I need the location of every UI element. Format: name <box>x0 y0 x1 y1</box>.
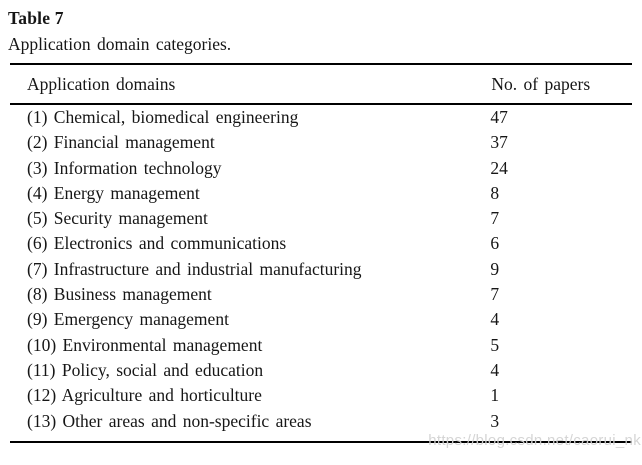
cell-application-domain: (10) Environmental management <box>27 334 263 355</box>
table-header-row: Application domains No. of papers <box>10 63 632 105</box>
cell-application-domain: (7) Infrastructure and industrial manufa… <box>27 258 362 279</box>
cell-paper-count: 7 <box>490 208 500 229</box>
application-domains-table: Application domains No. of papers (1) Ch… <box>10 63 632 443</box>
table-row: (2) Financial management 37 <box>10 130 632 155</box>
column-header-no-of-papers: No. of papers <box>490 63 632 105</box>
cell-paper-count: 8 <box>490 182 500 203</box>
cell-paper-count: 5 <box>490 334 500 355</box>
cell-paper-count: 9 <box>490 258 500 279</box>
cell-paper-count: 6 <box>490 233 500 254</box>
table-row: (6) Electronics and communications 6 <box>10 231 632 256</box>
cell-application-domain: (9) Emergency management <box>27 309 229 330</box>
cell-paper-count: 7 <box>490 284 500 305</box>
cell-paper-count: 3 <box>490 410 500 431</box>
table-row: (8) Business management 7 <box>10 282 632 307</box>
cell-application-domain: (1) Chemical, biomedical engineering <box>27 107 299 127</box>
table-row: (11) Policy, social and education 4 <box>10 358 632 383</box>
cell-application-domain: (2) Financial management <box>27 132 215 153</box>
table-row: (4) Energy management 8 <box>10 181 632 206</box>
table-row: (3) Information technology 24 <box>10 156 632 181</box>
table-row: (7) Infrastructure and industrial manufa… <box>10 257 632 282</box>
table-label: Table 7 <box>8 8 64 28</box>
cell-application-domain: (5) Security management <box>27 208 208 229</box>
cell-application-domain: (4) Energy management <box>27 182 200 203</box>
table-caption-block: Table 7 Application domain categories. <box>8 5 231 57</box>
cell-paper-count: 4 <box>490 359 500 380</box>
table-row: (5) Security management 7 <box>10 206 632 231</box>
column-header-application-domains: Application domains <box>10 63 491 105</box>
table-row: (9) Emergency management 4 <box>10 307 632 332</box>
table-caption: Application domain categories. <box>8 34 232 54</box>
table-row: (10) Environmental management 5 <box>10 333 632 358</box>
cell-application-domain: (11) Policy, social and education <box>27 359 264 380</box>
table-row: (13) Other areas and non-specific areas … <box>10 409 632 442</box>
table-body: (1) Chemical, biomedical engineering 47 … <box>10 104 632 442</box>
cell-paper-count: 37 <box>490 132 508 153</box>
cell-application-domain: (6) Electronics and communications <box>27 233 287 254</box>
cell-paper-count: 47 <box>490 107 508 127</box>
cell-paper-count: 24 <box>490 157 508 178</box>
table-header: Application domains No. of papers <box>10 63 632 105</box>
cell-application-domain: (8) Business management <box>27 284 212 305</box>
cell-application-domain: (3) Information technology <box>27 157 222 178</box>
table-row: (12) Agriculture and horticulture 1 <box>10 383 632 408</box>
table-row: (1) Chemical, biomedical engineering 47 <box>10 104 632 130</box>
cell-paper-count: 4 <box>490 309 500 330</box>
csdn-watermark: https://blog.csdn.net/caorui_nk <box>428 432 641 449</box>
cell-application-domain: (13) Other areas and non-specific areas <box>27 410 312 431</box>
cell-application-domain: (12) Agriculture and horticulture <box>27 385 262 406</box>
cell-paper-count: 1 <box>490 385 500 406</box>
